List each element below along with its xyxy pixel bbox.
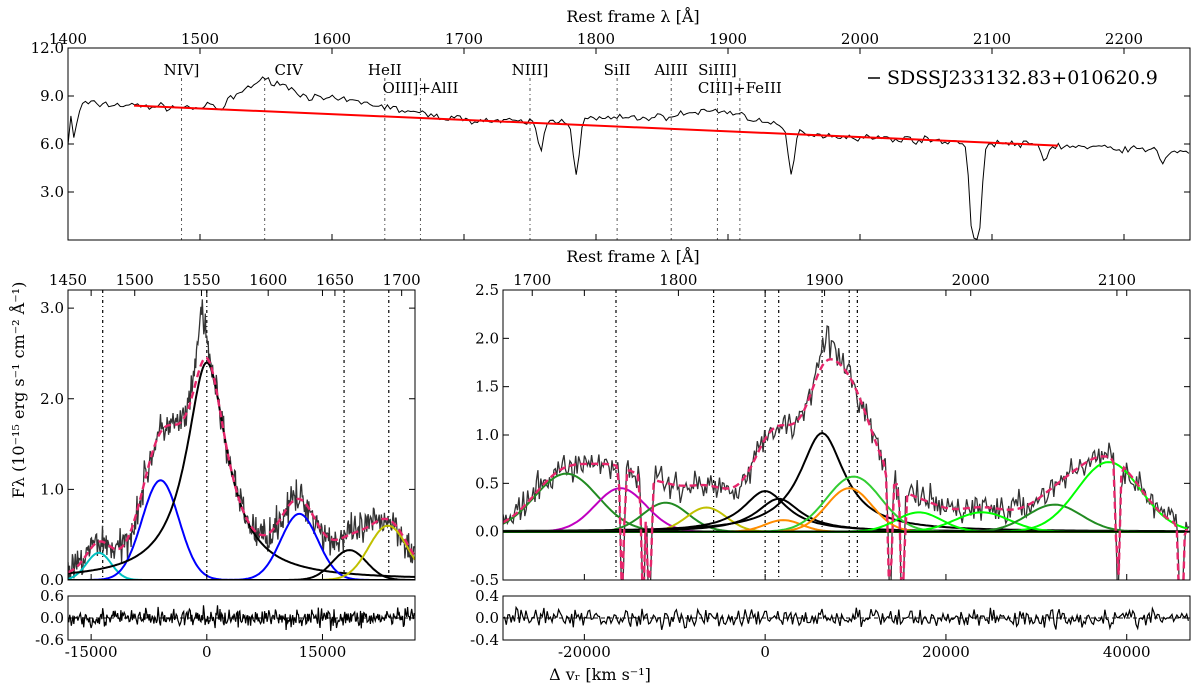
y-tick-label: 2.0	[475, 329, 499, 347]
top-x-tick-label: 1450	[49, 271, 87, 289]
civ-residual-panel: -0.6 0.0 0.6 -15000 0 15000	[35, 587, 416, 661]
fit-component-line	[503, 472, 1188, 533]
emission-line-label: NIII]	[512, 61, 549, 79]
x-tick-label: 1600	[313, 30, 351, 48]
observed-flux-line	[503, 325, 1190, 580]
x-tick-label: 40000	[1103, 643, 1151, 661]
ciii-fit-panel: -0.5 0.0 0.5 1.0 1.5 2.0 2.5 1700 1800 1900 2000 21…	[470, 271, 1191, 589]
fit-component-line	[68, 549, 415, 580]
top-x-tick-label: 1600	[249, 271, 287, 289]
x-tick-label: 1500	[181, 30, 219, 48]
y-tick-label: -0.5	[470, 571, 499, 589]
fit-component-line	[68, 551, 415, 580]
y-axis-label: Fλ (10⁻¹⁵ erg s⁻¹ cm⁻² Å⁻¹)	[8, 282, 28, 499]
spectrum-line	[68, 76, 1190, 240]
civ-fit-panel: 0.0 1.0 2.0 3.0 1450 1500 1550 1600 1650 1700	[40, 271, 421, 589]
total-model-line	[68, 356, 415, 574]
y-tick-label: 0.0	[475, 609, 499, 627]
observed-flux-line	[68, 299, 415, 580]
continuum-fit-line	[133, 104, 1059, 147]
emission-line-label: SiIII]	[698, 61, 737, 79]
y-tick-label: 2.0	[40, 390, 64, 408]
plot-area	[68, 605, 415, 640]
y-tick-label: 12.0	[31, 39, 64, 57]
emission-line-label: OIII]+AlII	[382, 79, 458, 97]
y-tick-label: 2.5	[475, 281, 499, 299]
y-tick-label: 0.0	[475, 523, 499, 541]
top-x-tick-label: 1900	[805, 271, 843, 289]
y-tick-label: 1.5	[475, 378, 499, 396]
fit-component-line	[68, 524, 415, 580]
y-tick-label: -0.4	[470, 631, 499, 649]
x-tick-label: 1800	[577, 30, 615, 48]
plot-area	[503, 605, 1190, 640]
x-label-top-panel: Rest frame λ [Å]	[566, 6, 699, 26]
x-tick-label: -15000	[65, 643, 118, 661]
emission-line-label: AlIII	[654, 61, 688, 79]
axes-frame	[67, 289, 416, 581]
x-tick-label: 1900	[709, 30, 747, 48]
top-x-tick-label: 1800	[659, 271, 697, 289]
y-tick-label: 0.5	[475, 474, 499, 492]
emission-line-label: HeII	[368, 61, 402, 79]
emission-line-label: NIV]	[164, 61, 200, 79]
plot-area	[68, 290, 415, 580]
x-tick-label: 2000	[841, 30, 879, 48]
y-tick-label: 1.0	[40, 480, 64, 498]
y-tick-label: 3.0	[40, 299, 64, 317]
x-tick-label: 2200	[1105, 30, 1143, 48]
y-tick-label: 0.0	[40, 609, 64, 627]
fit-component-line	[503, 511, 1188, 533]
top-x-tick-label: 1650	[316, 271, 354, 289]
x-tick-label: 0	[760, 643, 770, 661]
y-tick-label: -0.6	[35, 631, 64, 649]
x-tick-label: 20000	[922, 643, 970, 661]
fit-component-line	[503, 511, 1188, 533]
top-x-tick-label: 1550	[182, 271, 220, 289]
y-tick-label: 0.4	[475, 587, 499, 605]
x-tick-label: 1400	[49, 30, 87, 48]
axes-frame	[502, 289, 1191, 581]
y-tick-label: 1.0	[475, 426, 499, 444]
fit-component-line	[68, 479, 415, 580]
x-tick-label: 15000	[299, 643, 347, 661]
x-tick-label: -20000	[558, 643, 611, 661]
emission-line-label: SiII	[604, 61, 631, 79]
ciii-residual-panel: -0.4 0.0 0.4 -20000 0 20000 40000	[470, 587, 1191, 661]
residual-line	[68, 605, 415, 631]
top-x-tick-label: 1700	[383, 271, 421, 289]
x-tick-label: 0	[202, 643, 212, 661]
y-tick-label: 0.6	[40, 587, 64, 605]
x-axis-label: Δ vᵣ [km s⁻¹]	[549, 665, 651, 684]
fit-component-line	[503, 490, 1188, 533]
x-tick-label: 2100	[973, 30, 1011, 48]
emission-line-label: CIV	[275, 61, 304, 79]
total-model-line	[503, 357, 1189, 580]
x-tick-label: 1700	[445, 30, 483, 48]
top-x-tick-label: 2100	[1098, 271, 1136, 289]
top-x-tick-label: 2000	[952, 271, 990, 289]
plot-area	[503, 290, 1190, 580]
y-tick-label: 3.0	[40, 183, 64, 201]
fit-component-line	[503, 432, 1188, 533]
legend-label: SDSSJ233132.83+010620.9	[887, 67, 1158, 89]
top-x-tick-label: 1700	[513, 271, 551, 289]
y-tick-label: 0.0	[40, 571, 64, 589]
y-tick-label: 6.0	[40, 135, 64, 153]
residual-line	[503, 605, 1189, 631]
top-x-tick-label: 1500	[116, 271, 154, 289]
fit-component-line	[503, 487, 1188, 533]
y-tick-label: 9.0	[40, 87, 64, 105]
emission-line-label: CIII]+FeIII	[698, 79, 782, 97]
x-label-bottom-panels: Rest frame λ [Å]	[566, 246, 699, 266]
